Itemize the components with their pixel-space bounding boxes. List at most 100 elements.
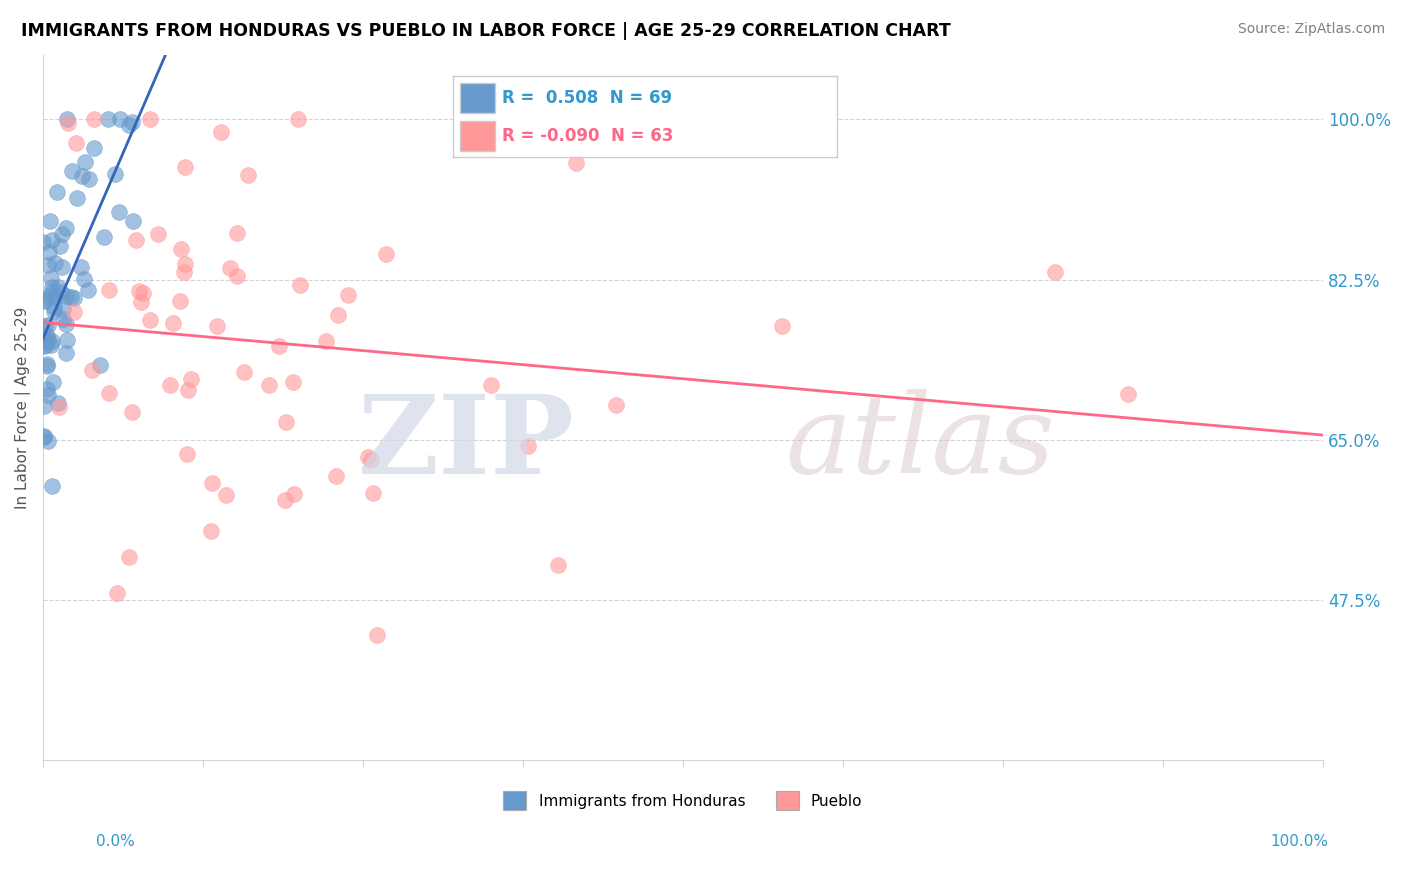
Point	[42, 300, 65, 314]
Point	[1116, 386, 1139, 401]
Point	[176, 447, 198, 461]
Point	[273, 493, 295, 508]
Point	[32, 339, 55, 353]
Point	[63, 305, 86, 319]
Point	[283, 486, 305, 500]
Point	[37, 333, 59, 347]
Point	[77, 283, 100, 297]
Point	[374, 247, 396, 261]
Point	[55, 317, 77, 331]
Point	[105, 586, 128, 600]
Point	[65, 191, 87, 205]
Point	[34, 430, 56, 444]
Point	[48, 396, 70, 410]
Point	[37, 318, 59, 332]
Point	[55, 346, 77, 360]
Point	[1043, 265, 1066, 279]
Point	[63, 291, 86, 305]
Point	[287, 112, 309, 127]
Point	[46, 280, 69, 294]
Point	[162, 316, 184, 330]
Point	[215, 487, 238, 501]
Point	[52, 302, 75, 317]
Point	[169, 294, 191, 309]
Point	[42, 376, 65, 390]
Point	[139, 312, 162, 326]
Point	[121, 115, 143, 129]
Point	[201, 476, 224, 491]
Point	[82, 363, 104, 377]
Point	[55, 334, 77, 348]
Point	[52, 311, 75, 326]
Point	[35, 357, 58, 371]
Point	[233, 365, 256, 379]
Text: 0.0%: 0.0%	[96, 834, 135, 848]
Point	[226, 227, 249, 241]
Point	[44, 304, 66, 318]
Point	[146, 227, 169, 241]
Point	[46, 185, 69, 199]
Point	[108, 112, 131, 127]
Point	[205, 318, 228, 333]
Point	[59, 289, 82, 303]
Point	[479, 378, 502, 392]
Point	[83, 112, 105, 127]
Point	[337, 288, 360, 302]
Point	[357, 450, 380, 464]
Point	[44, 290, 66, 304]
Point	[177, 383, 200, 397]
Point	[41, 285, 63, 300]
Point	[37, 329, 59, 343]
Point	[34, 318, 56, 333]
Y-axis label: In Labor Force | Age 25-29: In Labor Force | Age 25-29	[15, 307, 31, 509]
Point	[70, 169, 93, 184]
Point	[70, 260, 93, 274]
Point	[366, 627, 388, 641]
Point	[605, 398, 627, 412]
Point	[51, 227, 73, 241]
Point	[269, 338, 291, 352]
Point	[98, 283, 121, 297]
Point	[34, 294, 56, 309]
Text: atlas: atlas	[786, 389, 1054, 497]
Point	[51, 260, 73, 275]
Point	[37, 388, 59, 402]
Point	[37, 259, 59, 273]
Point	[41, 280, 63, 294]
Point	[73, 272, 96, 286]
Text: IMMIGRANTS FROM HONDURAS VS PUEBLO IN LABOR FORCE | AGE 25-29 CORRELATION CHART: IMMIGRANTS FROM HONDURAS VS PUEBLO IN LA…	[21, 22, 950, 40]
Point	[97, 112, 120, 127]
Point	[139, 112, 162, 127]
Point	[361, 486, 384, 500]
Point	[170, 242, 193, 256]
Point	[219, 261, 242, 276]
Point	[39, 270, 62, 285]
Point	[257, 378, 280, 392]
Point	[65, 136, 87, 150]
Point	[104, 167, 127, 181]
Point	[315, 334, 337, 349]
Point	[129, 295, 152, 310]
Point	[274, 415, 297, 429]
Point	[89, 358, 111, 372]
Point	[200, 524, 222, 539]
Point	[121, 213, 143, 227]
Point	[770, 319, 793, 334]
Point	[55, 289, 77, 303]
Point	[39, 338, 62, 352]
Point	[226, 269, 249, 284]
Point	[121, 405, 143, 419]
Point	[547, 558, 569, 572]
Point	[516, 439, 538, 453]
Point	[290, 277, 312, 292]
Point	[49, 239, 72, 253]
Point	[39, 214, 62, 228]
Point	[565, 156, 588, 170]
Point	[34, 293, 56, 308]
Point	[35, 382, 58, 396]
Point	[159, 378, 181, 392]
Point	[83, 141, 105, 155]
Point	[128, 285, 150, 299]
Point	[118, 549, 141, 564]
Point	[32, 235, 55, 249]
